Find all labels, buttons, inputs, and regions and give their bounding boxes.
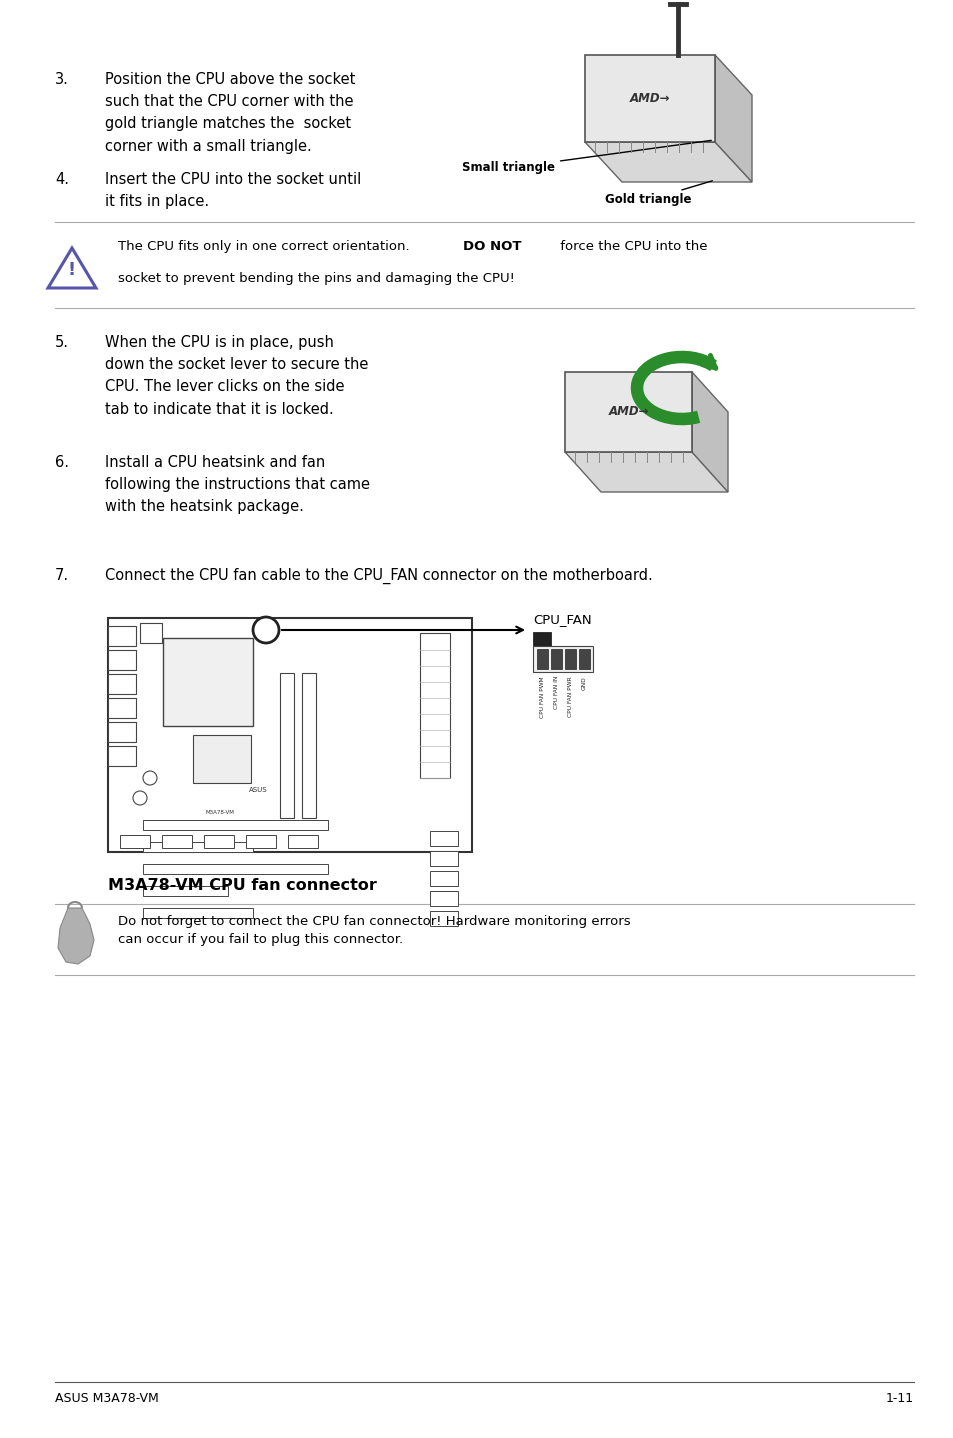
Bar bbox=[120, 835, 150, 848]
Text: AMD→: AMD→ bbox=[608, 406, 649, 418]
Bar bbox=[108, 697, 136, 718]
Text: Gold triangle: Gold triangle bbox=[604, 181, 712, 207]
Bar bbox=[246, 835, 275, 848]
Text: 6.: 6. bbox=[55, 454, 69, 470]
Circle shape bbox=[253, 617, 278, 643]
Text: Insert the CPU into the socket until
it fits in place.: Insert the CPU into the socket until it … bbox=[105, 173, 361, 209]
Polygon shape bbox=[564, 372, 691, 452]
Bar bbox=[140, 623, 162, 643]
Bar bbox=[143, 907, 253, 917]
Bar bbox=[163, 638, 253, 726]
Circle shape bbox=[132, 791, 147, 805]
Text: Connect the CPU fan cable to the CPU_FAN connector on the motherboard.: Connect the CPU fan cable to the CPU_FAN… bbox=[105, 568, 652, 584]
Bar bbox=[551, 649, 561, 669]
Circle shape bbox=[143, 771, 157, 785]
Bar bbox=[430, 892, 457, 906]
Text: socket to prevent bending the pins and damaging the CPU!: socket to prevent bending the pins and d… bbox=[118, 272, 515, 285]
Text: GND: GND bbox=[581, 676, 586, 690]
Bar bbox=[108, 674, 136, 695]
Bar bbox=[108, 746, 136, 766]
Text: Position the CPU above the socket
such that the CPU corner with the
gold triangl: Position the CPU above the socket such t… bbox=[105, 72, 355, 154]
Bar bbox=[143, 843, 253, 851]
Polygon shape bbox=[564, 452, 727, 492]
Bar bbox=[430, 871, 457, 886]
Text: AMD→: AMD→ bbox=[629, 92, 670, 105]
Bar bbox=[288, 835, 317, 848]
Bar bbox=[533, 646, 593, 672]
Bar bbox=[578, 649, 589, 669]
Bar bbox=[280, 673, 294, 818]
Text: The CPU fits only in one correct orientation.: The CPU fits only in one correct orienta… bbox=[118, 240, 414, 253]
Bar bbox=[193, 735, 251, 784]
Bar bbox=[108, 722, 136, 742]
Bar bbox=[533, 631, 551, 646]
Text: CPU FAN PWR: CPU FAN PWR bbox=[567, 676, 573, 716]
Text: CPU FAN IN: CPU FAN IN bbox=[554, 676, 558, 709]
Text: force the CPU into the: force the CPU into the bbox=[556, 240, 707, 253]
Bar bbox=[419, 633, 450, 778]
Text: CPU FAN PWM: CPU FAN PWM bbox=[539, 676, 544, 718]
Text: M3A78-VM: M3A78-VM bbox=[205, 811, 234, 815]
Bar bbox=[108, 618, 472, 851]
Text: Do not forget to connect the CPU fan connector! Hardware monitoring errors
can o: Do not forget to connect the CPU fan con… bbox=[118, 915, 630, 946]
Bar bbox=[430, 912, 457, 926]
Text: DO NOT: DO NOT bbox=[462, 240, 521, 253]
Bar bbox=[537, 649, 547, 669]
Bar bbox=[143, 886, 228, 896]
Text: Small triangle: Small triangle bbox=[461, 141, 711, 174]
Polygon shape bbox=[584, 142, 751, 183]
Text: ASUS M3A78-VM: ASUS M3A78-VM bbox=[55, 1392, 158, 1405]
Bar bbox=[143, 820, 328, 830]
Bar bbox=[564, 649, 576, 669]
Bar bbox=[204, 835, 233, 848]
Polygon shape bbox=[714, 55, 751, 183]
Text: 1-11: 1-11 bbox=[885, 1392, 913, 1405]
Text: Install a CPU heatsink and fan
following the instructions that came
with the hea: Install a CPU heatsink and fan following… bbox=[105, 454, 370, 515]
Bar bbox=[143, 864, 328, 874]
Polygon shape bbox=[584, 55, 714, 142]
Text: 5.: 5. bbox=[55, 335, 69, 349]
Polygon shape bbox=[48, 247, 96, 288]
Bar bbox=[302, 673, 315, 818]
Text: !: ! bbox=[68, 262, 76, 279]
Text: 3.: 3. bbox=[55, 72, 69, 88]
Bar bbox=[108, 650, 136, 670]
Text: 7.: 7. bbox=[55, 568, 69, 582]
Text: M3A78-VM CPU fan connector: M3A78-VM CPU fan connector bbox=[108, 879, 376, 893]
Bar bbox=[108, 626, 136, 646]
Text: ASUS: ASUS bbox=[249, 787, 267, 792]
Text: CPU_FAN: CPU_FAN bbox=[533, 613, 591, 626]
Text: When the CPU is in place, push
down the socket lever to secure the
CPU. The leve: When the CPU is in place, push down the … bbox=[105, 335, 368, 417]
Bar bbox=[162, 835, 192, 848]
Polygon shape bbox=[691, 372, 727, 492]
Bar bbox=[430, 831, 457, 846]
Polygon shape bbox=[58, 907, 94, 963]
Bar bbox=[430, 851, 457, 866]
Text: 4.: 4. bbox=[55, 173, 69, 187]
